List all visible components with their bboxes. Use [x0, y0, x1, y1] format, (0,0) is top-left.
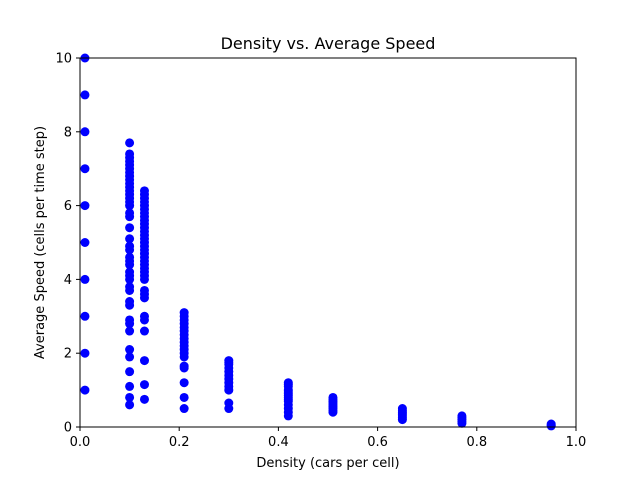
x-tick-label: 1.0 [566, 435, 587, 450]
data-point [179, 378, 189, 388]
data-point [397, 415, 407, 425]
plot-frame [79, 57, 577, 428]
data-point [139, 356, 149, 366]
x-tick-label: 0.6 [367, 435, 388, 450]
x-tick-label: 0.2 [169, 435, 190, 450]
data-point [139, 380, 149, 390]
data-point [125, 352, 135, 362]
data-point [457, 418, 467, 428]
data-point [328, 407, 338, 417]
data-point [139, 274, 149, 284]
data-point [139, 326, 149, 336]
data-point [80, 385, 90, 395]
data-point [125, 367, 135, 377]
data-point [80, 311, 90, 321]
data-point [80, 238, 90, 247]
chart-title: Density vs. Average Speed [221, 34, 436, 53]
data-point [80, 201, 90, 211]
data-point [125, 234, 135, 244]
data-point [179, 363, 189, 373]
data-point [125, 326, 135, 336]
x-tick-label: 0.0 [70, 435, 91, 450]
plot-area [80, 58, 576, 427]
data-point [179, 352, 189, 362]
y-tick-label: 4 [64, 273, 72, 288]
y-tick-label: 6 [64, 199, 72, 214]
x-axis: 0.0 0.2 0.4 0.6 0.8 1.0 [70, 427, 587, 450]
data-point [80, 90, 90, 100]
data-point [125, 392, 135, 402]
data-point [80, 274, 90, 284]
data-point [80, 164, 90, 174]
data-point [125, 245, 135, 255]
x-tick-label: 0.4 [268, 435, 289, 450]
y-axis-title: Average Speed (cells per time step) [33, 126, 48, 359]
data-point [224, 404, 234, 414]
data-point [125, 223, 135, 233]
y-tick-label: 2 [64, 347, 72, 362]
data-point [546, 421, 556, 431]
data-point [125, 319, 135, 329]
data-point [224, 385, 234, 395]
data-point [125, 274, 135, 284]
x-axis-title: Density (cars per cell) [256, 456, 399, 471]
y-tick-label: 10 [55, 52, 72, 67]
data-point [125, 345, 135, 355]
y-tick-label: 0 [64, 421, 72, 436]
data-point [179, 404, 189, 414]
data-point [80, 348, 90, 358]
data-point [283, 411, 293, 421]
data-point [125, 381, 135, 391]
data-point [125, 400, 135, 410]
data-point [139, 293, 149, 303]
y-tick-label: 8 [64, 125, 72, 140]
data-point [80, 127, 90, 137]
data-point [125, 212, 135, 222]
data-point [125, 300, 135, 310]
x-tick-label: 0.8 [466, 435, 487, 450]
y-axis: 0 2 4 6 8 10 [55, 52, 80, 436]
data-point [125, 285, 135, 295]
data-points [80, 53, 556, 431]
data-point [125, 138, 135, 148]
data-point [179, 392, 189, 402]
data-point [139, 315, 149, 325]
data-point [125, 201, 135, 211]
data-point [125, 260, 135, 270]
data-point [139, 394, 149, 404]
